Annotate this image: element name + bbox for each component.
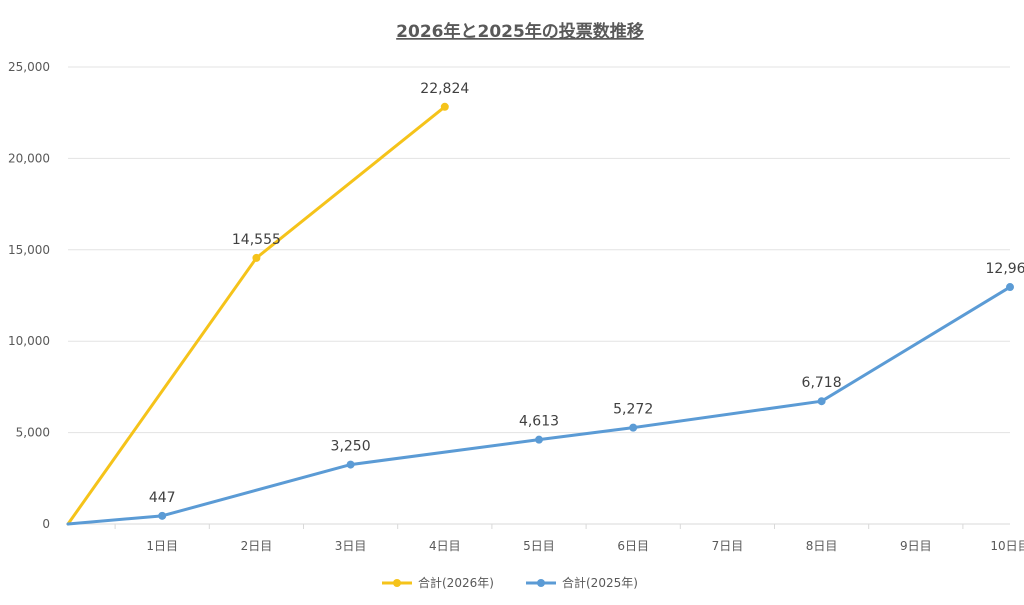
x-tick-label: 2日目 bbox=[241, 539, 273, 553]
y-tick-label: 25,000 bbox=[8, 60, 50, 74]
data-point bbox=[252, 253, 261, 262]
series-layer bbox=[66, 102, 1014, 526]
data-label: 22,824 bbox=[420, 81, 469, 97]
y-tick-label: 20,000 bbox=[8, 151, 50, 165]
data-point bbox=[817, 397, 826, 406]
grid-layer bbox=[68, 66, 1010, 525]
x-tick-label: 9日目 bbox=[900, 539, 932, 553]
legend-marker bbox=[393, 579, 401, 587]
data-label: 6,718 bbox=[802, 375, 842, 391]
legend: 合計(2026年) 合計(2025年) bbox=[382, 575, 638, 590]
x-tick-label: 10日目 bbox=[990, 539, 1024, 553]
data-point bbox=[346, 460, 355, 469]
data-point bbox=[158, 511, 167, 520]
x-tick-label: 7日目 bbox=[712, 539, 744, 553]
data-point bbox=[535, 435, 543, 444]
x-tick-label: 8日目 bbox=[806, 539, 838, 553]
data-label: 447 bbox=[149, 490, 176, 506]
x-tick-label: 6日目 bbox=[617, 539, 649, 553]
data-point bbox=[629, 423, 638, 432]
x-tick-label: 5日目 bbox=[523, 539, 555, 553]
x-tick-label: 4日目 bbox=[429, 539, 461, 553]
y-tick-label: 5,000 bbox=[16, 426, 50, 440]
data-label: 5,272 bbox=[613, 402, 653, 418]
data-label-layer: 14,555 22,824 447 3,250 4,613 5,272 6,718 12,96… bbox=[149, 81, 1024, 506]
series-line-1 bbox=[66, 105, 447, 526]
x-tick-label: 3日目 bbox=[335, 539, 367, 553]
legend-marker bbox=[537, 579, 545, 587]
data-label: 4,613 bbox=[519, 414, 559, 430]
data-label: 14,555 bbox=[232, 232, 281, 248]
y-tick-label: 15,000 bbox=[8, 243, 50, 257]
legend-label: 合計(2025年) bbox=[562, 575, 638, 590]
y-tick-label: 0 bbox=[42, 517, 50, 531]
axis-layer: 0 5,000 10,000 15,000 20,000 25,000 1日目 2日目 3日目 4… bbox=[8, 60, 1024, 553]
data-label: 12,963 bbox=[986, 261, 1024, 277]
chart-title: 2026年と2025年の投票数推移 bbox=[396, 21, 644, 42]
data-point bbox=[1006, 283, 1014, 292]
x-tick-label: 1日目 bbox=[146, 539, 178, 553]
y-tick-label: 10,000 bbox=[8, 334, 50, 348]
data-label: 3,250 bbox=[331, 439, 371, 455]
legend-label: 合計(2026年) bbox=[418, 575, 494, 590]
data-point bbox=[440, 102, 449, 111]
